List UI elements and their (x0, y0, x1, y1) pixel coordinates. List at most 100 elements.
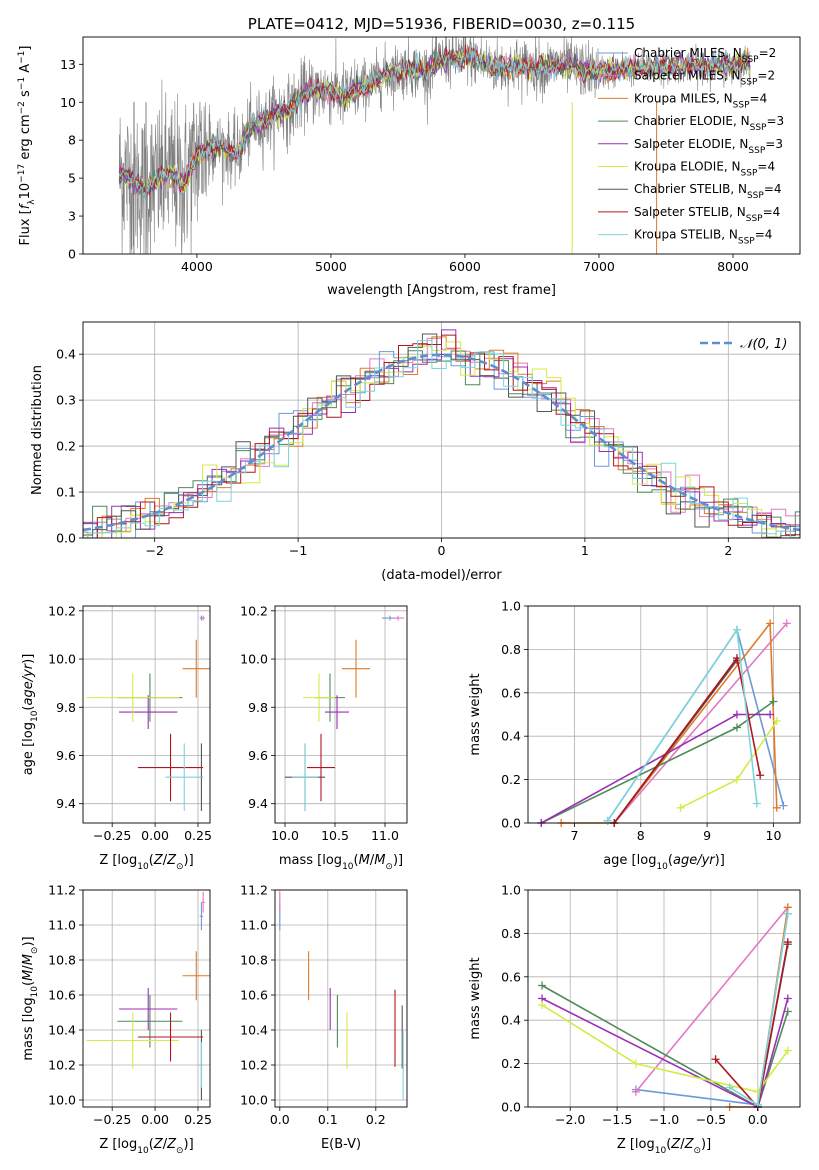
x-tick-label: 0.00 (141, 828, 169, 843)
weight-marker-salpeter_stelib (783, 938, 792, 947)
y-tick-label: 10.6 (240, 988, 268, 1003)
y-tick-label: 9.8 (248, 700, 268, 715)
mass_vs_Z-panel: −0.25 0.00 0.25 10.0 10.2 10.4 10.6 10.8 11.0 11.… (21, 883, 212, 1157)
weight-line-kroupa_miles (729, 907, 789, 1108)
y-axis-label: Normed distribution (30, 365, 45, 495)
x-tick-label: 7 (570, 828, 578, 843)
y-tick-label: 0.6 (501, 969, 521, 984)
y-tick-label: 0.2 (501, 772, 521, 787)
y-tick-label: 10.2 (48, 1058, 76, 1073)
age_vs_Z-panel: −0.25 0.00 0.25 9.4 9.6 9.8 10.0 10.2 Z [log10(Z… (21, 603, 212, 872)
x-tick-label: −0.25 (93, 1112, 131, 1127)
y-tick-label: 0.8 (501, 642, 521, 657)
y-tick-label: 10.0 (48, 652, 76, 667)
y-tick-label: 5 (68, 171, 76, 186)
x-axis-label: wavelength [Angstrom, rest frame] (327, 283, 556, 298)
y-tick-label: 10.6 (48, 988, 76, 1003)
weight-marker-kroupa_stelib (783, 909, 792, 918)
y-tick-label: 0.0 (501, 816, 521, 831)
weight-line-chabrier_miles (635, 913, 789, 1106)
axes-frame (527, 605, 801, 824)
y-tick-label: 0 (68, 247, 76, 262)
y-axis-label: Flux [fλ10−17 erg cm−2 s−1 A−1] (17, 46, 37, 246)
legend-entry: Salpeter STELIB, NSSP=4 (634, 205, 780, 224)
legend-entry: Kroupa STELIB, NSSP=4 (634, 228, 772, 247)
weight-marker-kroupa_stelib (725, 1083, 734, 1092)
y-tick-label: 0.3 (56, 393, 76, 408)
axes-frame (82, 605, 211, 824)
x-tick-label: 0.00 (141, 1112, 169, 1127)
y-tick-label: 1.0 (501, 599, 521, 614)
y-tick-label: 0.2 (56, 439, 76, 454)
x-tick-label: 2 (724, 543, 732, 558)
histogram-kroupa_stelib (83, 340, 800, 538)
y-tick-label: 10.0 (240, 1093, 268, 1108)
weight-marker-kroupa_stelib (603, 816, 612, 825)
weight_vs_age-panel: 7 8 9 10 0.0 0.2 0.4 0.6 0.8 1.0 mass weight age [l… (468, 599, 801, 872)
legend-entry: Chabrier MILES, NSSP=2 (634, 46, 776, 65)
y-tick-label: 0.4 (501, 729, 521, 744)
y-tick-label: 13 (60, 57, 76, 72)
legend-entry: Chabrier ELODIE, NSSP=3 (634, 114, 784, 133)
weight-marker-salpeter_stelib (756, 771, 765, 780)
weight-marker-kroupa_stelib (732, 625, 741, 634)
weight-marker-kroupa_elodie (783, 1046, 792, 1055)
x-axis-label: Z [log10(Z/Z⊙)] (99, 1137, 193, 1156)
weight-marker-chabrier_elodie (732, 723, 741, 732)
legend-entry: Salpeter ELODIE, NSSP=3 (634, 137, 783, 156)
y-tick-label: 9.8 (56, 700, 76, 715)
x-tick-label: 9 (703, 828, 711, 843)
weight-marker-kroupa_elodie (772, 717, 781, 726)
y-tick-label: 0.0 (501, 1100, 521, 1115)
y-tick-label: 11.2 (240, 883, 268, 898)
axes-frame (82, 36, 801, 255)
y-tick-label: 11.0 (48, 918, 76, 933)
x-axis-label: E(B-V) (321, 1137, 361, 1152)
x-tick-label: 0.0 (270, 1112, 290, 1127)
weight-marker-salpeter_elodie (732, 710, 741, 719)
y-tick-label: 10.2 (240, 603, 268, 618)
legend-entry: Chabrier STELIB, NSSP=4 (634, 182, 782, 201)
y-tick-label: 10.2 (48, 603, 76, 618)
y-tick-label: 0.0 (56, 531, 76, 546)
y-tick-label: 10.0 (48, 1093, 76, 1108)
y-tick-label: 10.2 (240, 1058, 268, 1073)
y-tick-label: 0.4 (56, 347, 76, 362)
x-tick-label: 0.25 (184, 828, 212, 843)
weight_vs_Z-panel: −2.0 −1.5 −1.0 −0.5 0.0 0.0 0.2 0.4 0.6 0.8 1.0 mas… (468, 883, 801, 1156)
legend-entry: Kroupa ELODIE, NSSP=4 (634, 160, 775, 179)
x-axis-label: Z [log10(Z/Z⊙)] (99, 853, 193, 872)
weight-line-kroupa_elodie (541, 1004, 789, 1093)
y-tick-label: 0.4 (501, 1013, 521, 1028)
x-axis-label: Z [log10(Z/Z⊙)] (617, 1137, 711, 1156)
weight-marker-kroupa_miles (772, 803, 781, 812)
y-tick-label: 10.0 (240, 652, 268, 667)
weight-line-kroupa_miles (561, 621, 778, 824)
y-tick-label: 9.6 (248, 748, 268, 763)
weight-marker-kroupa_elodie (538, 1001, 547, 1010)
y-tick-label: 10.4 (48, 1023, 76, 1038)
y-tick-label: 10.8 (48, 953, 76, 968)
weight-marker-salpeter_stelib (711, 1055, 720, 1064)
x-tick-label: 8 (637, 828, 645, 843)
weight-marker-chabrier_elodie (783, 1007, 792, 1016)
x-tick-label: 0 (438, 543, 446, 558)
weight-marker-chabrier_elodie (769, 697, 778, 706)
y-tick-label: 3 (68, 209, 76, 224)
spectrum-panel: 4000 5000 6000 7000 8000 0 3 5 8 10 13 PLATE=0412, … (17, 15, 801, 298)
spectrum-lines (118, 37, 751, 254)
x-tick-label: 11.0 (371, 828, 399, 843)
y-tick-label: 11.0 (240, 918, 268, 933)
x-tick-label: 0.2 (366, 1112, 386, 1127)
age_vs_mass-panel: 10.0 10.5 11.0 9.4 9.6 9.8 10.0 10.2 mass [log10… (240, 603, 408, 872)
x-axis-label: (data-model)/error (381, 568, 502, 583)
x-tick-label: 7000 (583, 259, 615, 274)
y-axis-label: mass [log10(M/M⊙)] (21, 936, 40, 1060)
weight-line-kroupa_elodie (680, 720, 778, 809)
x-tick-label: 1 (581, 543, 589, 558)
axes-frame (274, 605, 408, 824)
x-tick-label: 10 (766, 828, 782, 843)
weight-line-chabrier_elodie (540, 700, 774, 824)
y-axis-label: age [log10(age/yr)] (21, 654, 40, 776)
